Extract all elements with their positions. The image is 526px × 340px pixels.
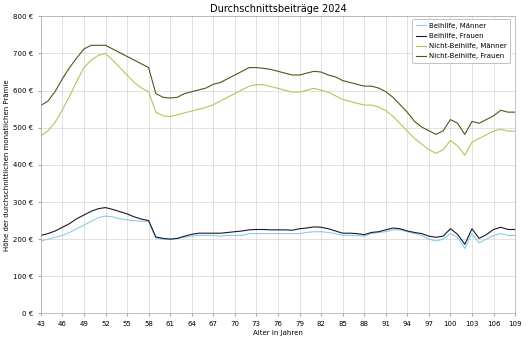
Beihilfe, Frauen xyxy=(103,206,109,210)
Nicht-Beihilfe, Frauen xyxy=(103,43,109,47)
Beihilfe, Männer xyxy=(239,233,245,237)
Nicht-Beihilfe, Frauen xyxy=(404,110,410,114)
Nicht-Beihilfe, Männer xyxy=(95,53,102,57)
Beihilfe, Frauen xyxy=(512,227,518,232)
Nicht-Beihilfe, Männer xyxy=(239,88,245,92)
Beihilfe, Frauen xyxy=(404,229,410,233)
Nicht-Beihilfe, Männer xyxy=(512,129,518,133)
Beihilfe, Männer xyxy=(404,230,410,234)
Nicht-Beihilfe, Männer xyxy=(38,134,44,138)
Beihilfe, Männer xyxy=(103,214,109,218)
Nicht-Beihilfe, Männer xyxy=(260,83,267,87)
Nicht-Beihilfe, Frauen xyxy=(38,103,44,107)
Nicht-Beihilfe, Frauen xyxy=(88,43,94,47)
Beihilfe, Männer xyxy=(260,232,267,236)
Beihilfe, Frauen xyxy=(38,233,44,237)
Beihilfe, Männer xyxy=(483,237,490,241)
Line: Nicht-Beihilfe, Frauen: Nicht-Beihilfe, Frauen xyxy=(41,45,515,134)
Beihilfe, Männer xyxy=(38,239,44,243)
Nicht-Beihilfe, Männer xyxy=(483,133,490,137)
Nicht-Beihilfe, Frauen xyxy=(512,110,518,114)
Title: Durchschnittsbeiträge 2024: Durchschnittsbeiträge 2024 xyxy=(209,4,346,14)
Line: Nicht-Beihilfe, Männer: Nicht-Beihilfe, Männer xyxy=(41,53,515,155)
Beihilfe, Männer xyxy=(95,216,102,220)
Nicht-Beihilfe, Männer xyxy=(404,129,410,133)
Nicht-Beihilfe, Männer xyxy=(462,153,468,157)
Nicht-Beihilfe, Männer xyxy=(103,51,109,55)
Line: Beihilfe, Frauen: Beihilfe, Frauen xyxy=(41,208,515,244)
Beihilfe, Frauen xyxy=(95,207,102,211)
Line: Beihilfe, Männer: Beihilfe, Männer xyxy=(41,216,515,249)
Beihilfe, Männer xyxy=(462,246,468,251)
Nicht-Beihilfe, Frauen xyxy=(239,69,245,73)
X-axis label: Alter in Jahren: Alter in Jahren xyxy=(253,330,303,336)
Nicht-Beihilfe, Frauen xyxy=(74,56,80,60)
Nicht-Beihilfe, Frauen xyxy=(433,132,439,136)
Beihilfe, Frauen xyxy=(260,227,267,232)
Nicht-Beihilfe, Frauen xyxy=(483,118,490,122)
Beihilfe, Männer xyxy=(512,233,518,237)
Legend: Beihilfe, Männer, Beihilfe, Frauen, Nicht-Beihilfe, Männer, Nicht-Beihilfe, Frau: Beihilfe, Männer, Beihilfe, Frauen, Nich… xyxy=(412,19,510,63)
Nicht-Beihilfe, Frauen xyxy=(260,66,267,70)
Y-axis label: Höhe der durchschnittlichen monatlichen Prämie: Höhe der durchschnittlichen monatlichen … xyxy=(4,79,10,251)
Beihilfe, Frauen xyxy=(462,242,468,246)
Beihilfe, Frauen xyxy=(483,233,490,237)
Beihilfe, Männer xyxy=(74,227,80,231)
Nicht-Beihilfe, Männer xyxy=(74,79,80,83)
Beihilfe, Frauen xyxy=(74,217,80,221)
Beihilfe, Frauen xyxy=(239,229,245,233)
